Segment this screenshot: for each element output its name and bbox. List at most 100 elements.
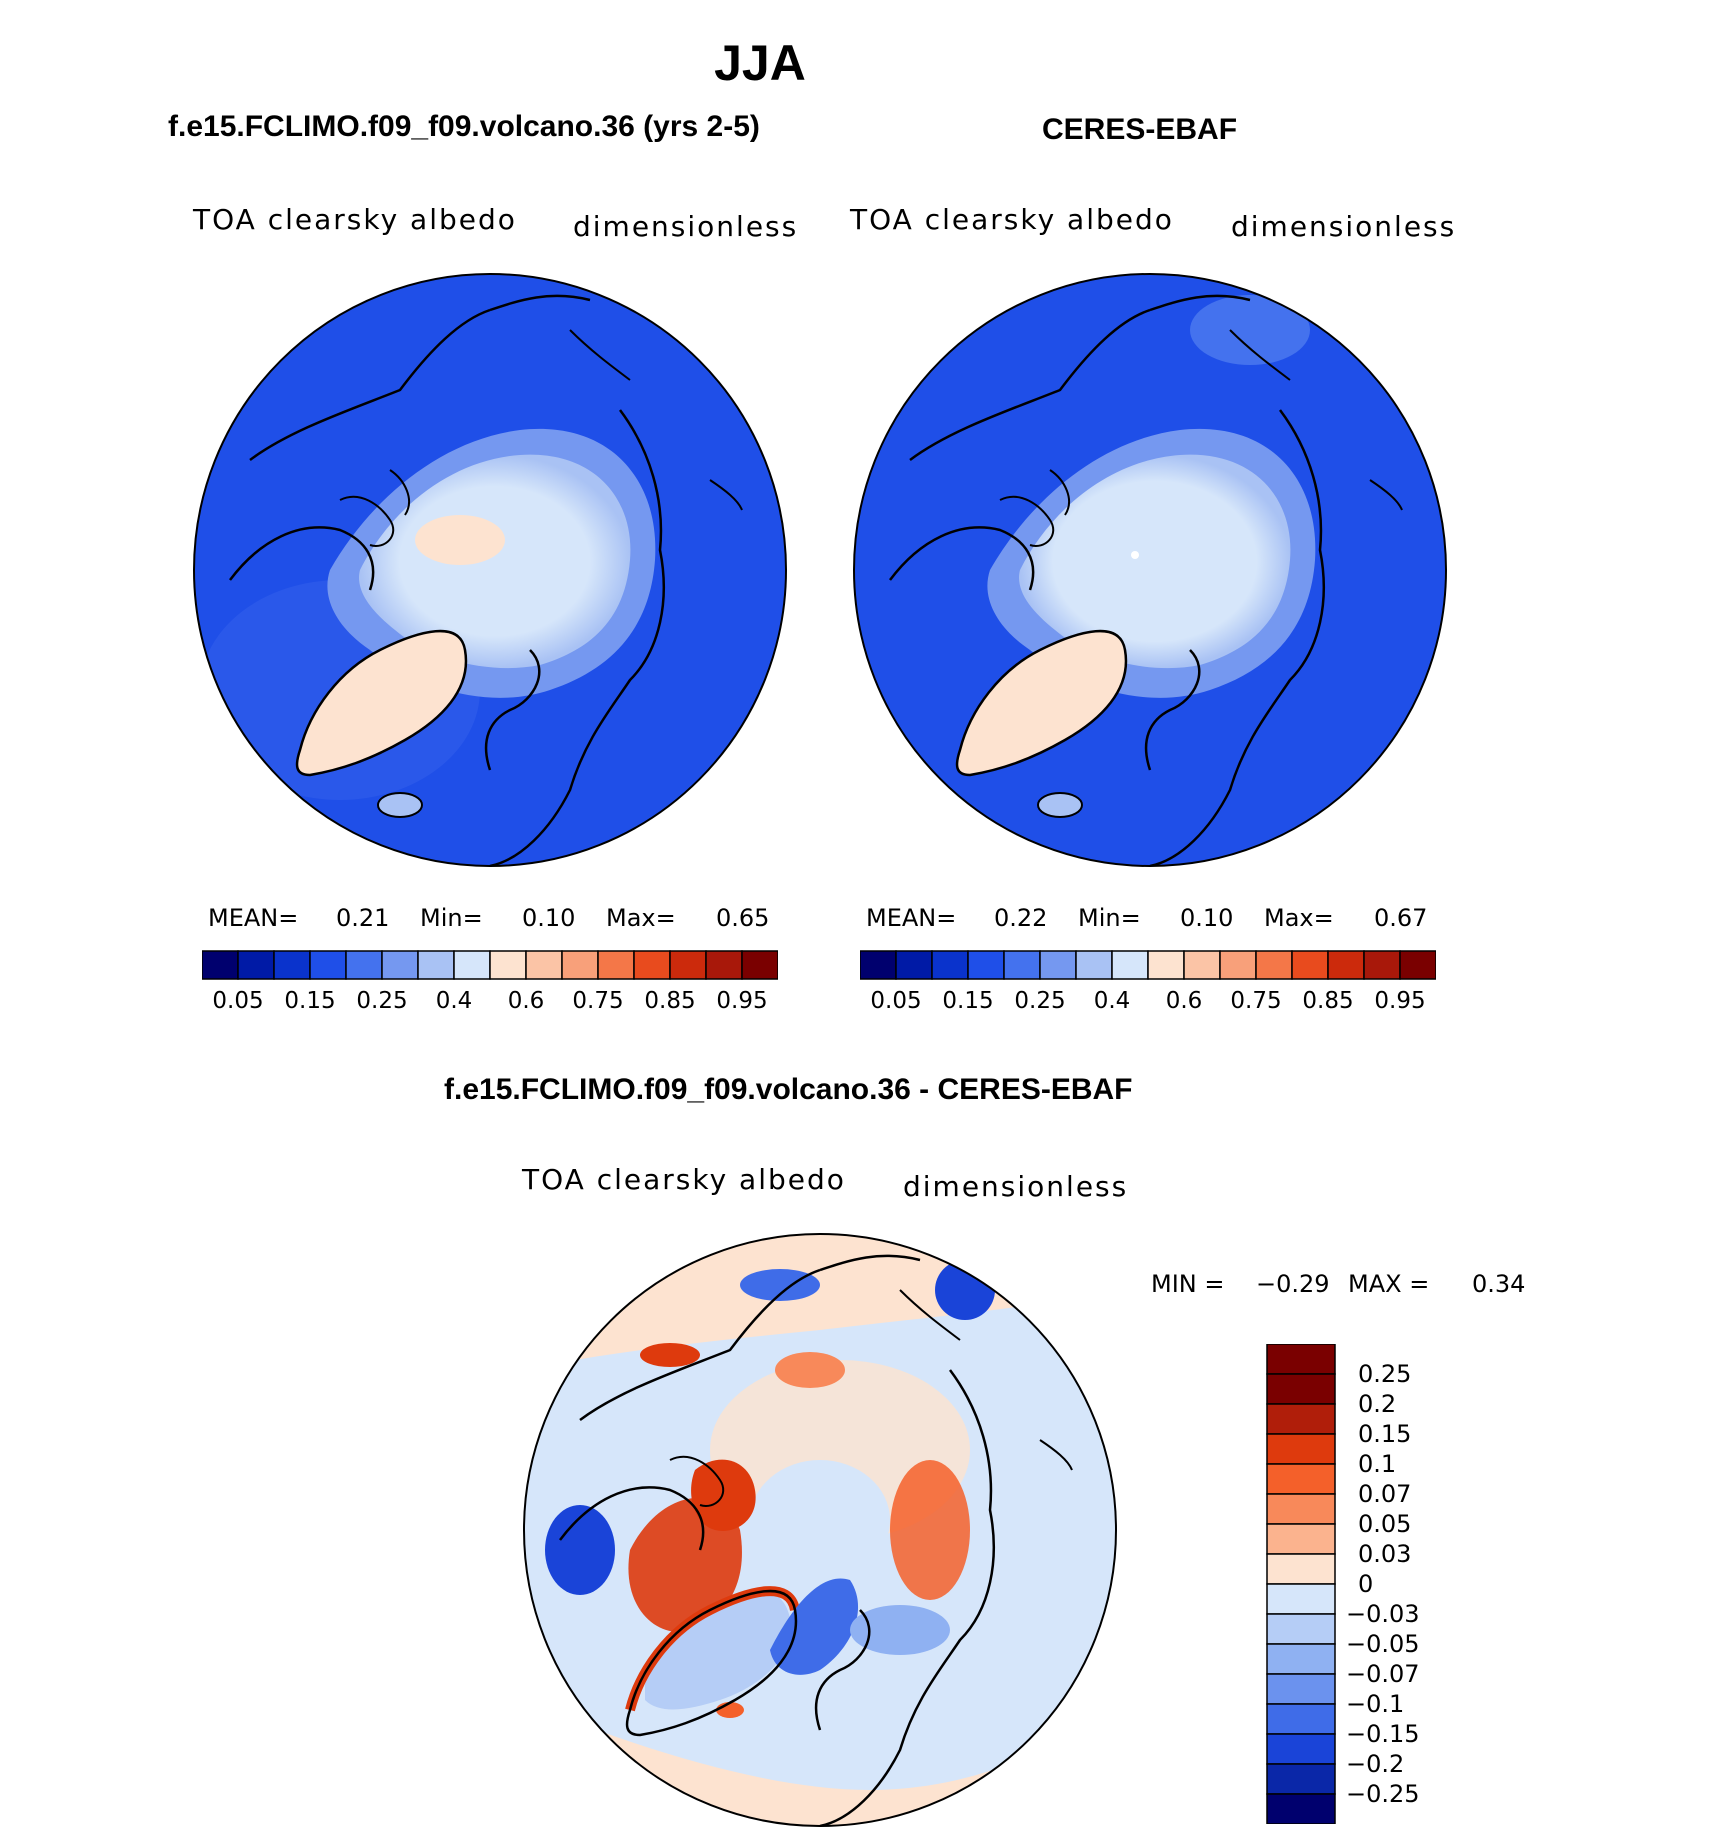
- diff-alaska-low: [935, 1260, 995, 1320]
- diff-colorbar-tick-label: 0: [1358, 1570, 1374, 1598]
- obs-coast-alaska: [1149, 294, 1251, 312]
- obs-colorbar-tick-label: 0.15: [942, 988, 994, 1014]
- obs-colorbar: [860, 950, 1436, 980]
- diff-colorbar-tick-label: −0.07: [1346, 1660, 1420, 1688]
- obs-colorbar-box: [1255, 950, 1293, 980]
- model-colorbar-tick-label: 0.85: [644, 988, 696, 1014]
- diff-archipelago-high-2: [691, 1459, 756, 1531]
- figure-title: JJA: [714, 35, 806, 91]
- obs-units-label: dimensionless: [1231, 210, 1457, 243]
- obs-colorbar-tick-label: 0.4: [1093, 988, 1131, 1014]
- model-colorbar-box: [309, 950, 347, 980]
- obs-coast-chukotka: [1229, 329, 1291, 381]
- diff-variable-label: TOA clearsky albedo: [522, 1163, 846, 1196]
- diff-colorbar-box: [1266, 1703, 1336, 1735]
- diff-colorbar-tick-label: −0.15: [1346, 1720, 1420, 1748]
- diff-coast-archipelago-1: [669, 1455, 725, 1507]
- model-colorbar-tick-label: 0.6: [507, 988, 545, 1014]
- obs-min-value: 0.10: [1180, 904, 1234, 932]
- diff-colorbar-tick-label: −0.05: [1346, 1630, 1420, 1658]
- model-polar-map: [193, 273, 787, 867]
- model-coast-kamchatka: [709, 479, 743, 511]
- diff-pole-zone: [750, 1460, 890, 1580]
- obs-max-value: 0.67: [1374, 904, 1428, 932]
- diff-colorbar-box: [1266, 1553, 1336, 1585]
- obs-colorbar-box: [1183, 950, 1221, 980]
- diff-colorbar-tick-label: 0.25: [1358, 1360, 1412, 1388]
- obs-min-label: Min=: [1078, 904, 1141, 932]
- obs-colorbar-tick-label: 0.85: [1302, 988, 1354, 1014]
- diff-colorbar-tick-label: −0.1: [1346, 1690, 1405, 1718]
- diff-greenland-low: [645, 1589, 791, 1710]
- model-iceland: [377, 792, 423, 818]
- obs-colorbar-tick-label: 0.05: [870, 988, 922, 1014]
- model-units-label: dimensionless: [573, 210, 799, 243]
- model-colorbar-tick-label: 0.4: [435, 988, 473, 1014]
- obs-variable-label: TOA clearsky albedo: [850, 203, 1174, 236]
- model-greenland: [295, 629, 468, 777]
- model-case-title: f.e15.FCLIMO.f09_f09.volcano.36 (yrs 2-5…: [168, 110, 760, 143]
- diff-min-label: MIN =: [1151, 1270, 1225, 1298]
- obs-max-label: Max=: [1264, 904, 1334, 932]
- diff-max-label: MAX =: [1348, 1270, 1430, 1298]
- diff-colorbar-tick-label: 0.2: [1358, 1390, 1397, 1418]
- obs-colorbar-box: [860, 950, 897, 980]
- obs-colorbar-box: [1075, 950, 1113, 980]
- obs-colorbar-box: [1291, 950, 1329, 980]
- model-colorbar-box: [525, 950, 563, 980]
- diff-norwegian-low: [850, 1605, 950, 1655]
- diff-barents-low: [770, 1578, 859, 1675]
- obs-colorbar-box: [967, 950, 1005, 980]
- obs-mean-value: 0.22: [994, 904, 1048, 932]
- diff-hudson-low: [545, 1505, 615, 1595]
- diff-colorbar-box: [1266, 1523, 1336, 1555]
- obs-coast-siberia: [909, 308, 1151, 462]
- model-colorbar-box: [561, 950, 599, 980]
- obs-coast-archipelago-1: [999, 495, 1055, 547]
- diff-colorbar-tick-label: −0.03: [1346, 1600, 1420, 1628]
- obs-colorbar-box: [1399, 950, 1436, 980]
- model-colorbar-box: [633, 950, 671, 980]
- diff-coast-scandinavia: [814, 1609, 871, 1731]
- diff-chukchi-high: [775, 1352, 845, 1388]
- model-mean-label: MEAN=: [208, 904, 299, 932]
- diff-coast-siberia: [579, 1268, 821, 1422]
- model-colorbar-box: [381, 950, 419, 980]
- model-max-value: 0.65: [716, 904, 770, 932]
- diff-case-title: f.e15.FCLIMO.f09_f09.volcano.36 - CERES-…: [444, 1073, 1133, 1106]
- model-min-label: Min=: [420, 904, 483, 932]
- obs-mean-label: MEAN=: [866, 904, 957, 932]
- diff-map-border: [523, 1233, 1117, 1827]
- diff-colorbar-box: [1266, 1583, 1336, 1615]
- model-colorbar-box: [741, 950, 778, 980]
- obs-colorbar-box: [1003, 950, 1041, 980]
- diff-polar-map: [523, 1233, 1117, 1827]
- model-colorbar-tick-label: 0.95: [716, 988, 768, 1014]
- diff-colorbar-tick-label: 0.03: [1358, 1540, 1412, 1568]
- obs-colorbar-box: [931, 950, 969, 980]
- model-colorbar-box: [417, 950, 455, 980]
- diff-colorbar-box: [1266, 1463, 1336, 1495]
- obs-iceland: [1037, 792, 1083, 818]
- obs-colorbar-tick-label: 0.75: [1230, 988, 1282, 1014]
- obs-coast-europe: [1149, 409, 1325, 866]
- model-colorbar-box: [669, 950, 707, 980]
- diff-min-value: −0.29: [1256, 1270, 1330, 1298]
- model-coast-scandinavia: [484, 649, 541, 771]
- obs-colorbar-box: [1219, 950, 1257, 980]
- obs-colorbar-box: [1111, 950, 1149, 980]
- diff-colorbar-box: [1266, 1373, 1336, 1405]
- model-colorbar-tick-label: 0.15: [284, 988, 336, 1014]
- obs-case-title: CERES-EBAF: [1042, 113, 1238, 146]
- model-coast-europe: [489, 409, 665, 866]
- obs-colorbar-tick-label: 0.6: [1165, 988, 1203, 1014]
- diff-colorbar-box: [1266, 1493, 1336, 1525]
- obs-colorbar-box: [1039, 950, 1077, 980]
- diff-max-value: 0.34: [1472, 1270, 1526, 1298]
- model-colorbar: [202, 950, 778, 980]
- diff-colorbar-tick-label: 0.07: [1358, 1480, 1412, 1508]
- obs-coast-scandinavia: [1144, 649, 1201, 771]
- obs-colorbar-box: [1327, 950, 1365, 980]
- diff-colorbar-box: [1266, 1793, 1336, 1824]
